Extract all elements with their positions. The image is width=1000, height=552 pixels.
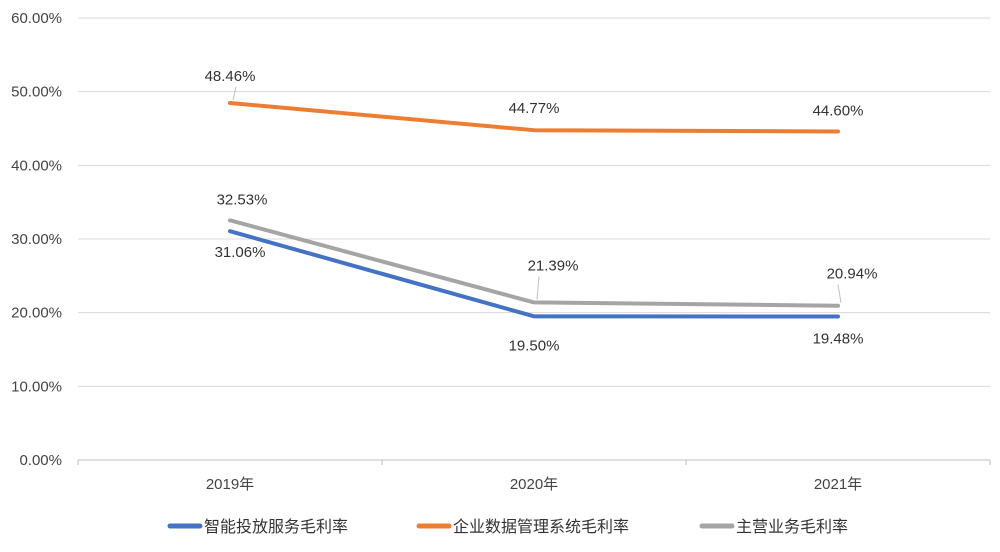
data-label: 19.50% — [509, 337, 560, 354]
y-tick-label: 40.00% — [11, 157, 62, 174]
data-label: 20.94% — [827, 266, 878, 283]
data-label: 32.53% — [217, 191, 268, 208]
series-line — [228, 229, 840, 319]
data-label: 44.60% — [813, 102, 864, 119]
x-axis: 2019年 2020年 2021年 — [77, 460, 991, 493]
x-tick-label: 2019年 — [206, 476, 254, 493]
data-labels: 31.06% 19.50% 19.48% 48.46% 44.77% 44.60% 32.5… — [205, 68, 878, 354]
series-line — [228, 218, 840, 308]
series-lines — [228, 101, 840, 319]
y-axis: 0.00% 10.00% 20.00% 30.00% 40.00% 50.00% 60.00… — [11, 10, 62, 469]
data-label: 31.06% — [215, 244, 266, 261]
data-label: 19.48% — [813, 330, 864, 347]
y-tick-label: 60.00% — [11, 10, 62, 27]
y-tick-label: 10.00% — [11, 378, 62, 395]
data-label: 48.46% — [205, 68, 256, 85]
x-tick-label: 2020年 — [510, 476, 558, 493]
leader-line — [536, 276, 540, 300]
data-label: 21.39% — [528, 257, 579, 274]
y-tick-label: 20.00% — [11, 305, 62, 322]
leader-line — [232, 86, 237, 101]
y-tick-label: 50.00% — [11, 84, 62, 101]
data-label: 44.77% — [509, 100, 560, 117]
legend-label: 主营业务毛利率 — [736, 518, 848, 536]
legend: 智能投放服务毛利率 企业数据管理系统毛利率 主营业务毛利率 — [167, 518, 848, 536]
legend-label: 智能投放服务毛利率 — [204, 518, 348, 536]
series-line — [228, 101, 840, 134]
legend-label: 企业数据管理系统毛利率 — [453, 518, 629, 536]
leader-line — [837, 284, 842, 303]
x-tick-label: 2021年 — [814, 476, 862, 493]
y-tick-label: 0.00% — [19, 452, 62, 469]
gridlines — [78, 17, 990, 461]
y-tick-label: 30.00% — [11, 231, 62, 248]
